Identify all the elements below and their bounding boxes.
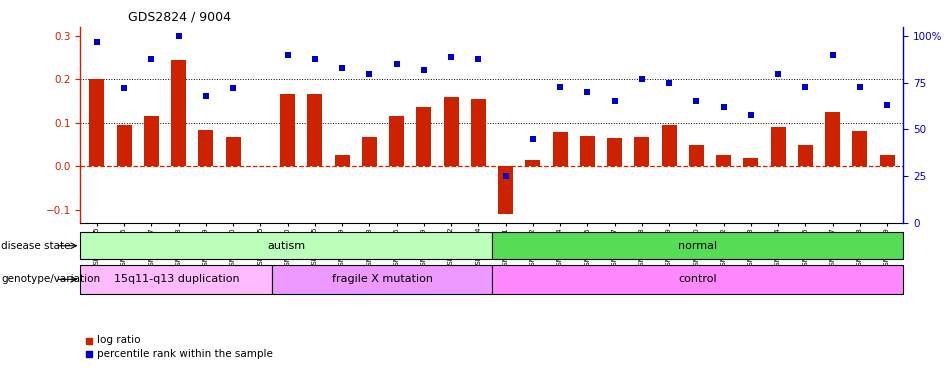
Bar bbox=[797, 145, 813, 166]
Point bbox=[171, 33, 186, 39]
Point bbox=[444, 54, 459, 60]
Text: autism: autism bbox=[267, 241, 306, 251]
Legend: log ratio, percentile rank within the sample: log ratio, percentile rank within the sa… bbox=[86, 336, 273, 359]
Point bbox=[852, 83, 867, 89]
Bar bbox=[492, 232, 903, 259]
Point bbox=[716, 104, 731, 110]
Text: control: control bbox=[678, 274, 717, 285]
Bar bbox=[144, 116, 159, 166]
Bar bbox=[89, 79, 104, 166]
Bar bbox=[552, 132, 568, 166]
Bar bbox=[389, 116, 404, 166]
Bar bbox=[525, 161, 540, 166]
Bar bbox=[661, 125, 676, 166]
Text: GDS2824 / 9004: GDS2824 / 9004 bbox=[128, 10, 231, 23]
Point bbox=[144, 56, 159, 62]
Point bbox=[225, 85, 240, 91]
Point bbox=[280, 52, 295, 58]
Bar bbox=[607, 138, 622, 166]
Point bbox=[880, 102, 895, 108]
Point bbox=[361, 70, 377, 76]
Bar bbox=[771, 127, 785, 166]
Bar bbox=[416, 108, 431, 166]
Bar bbox=[492, 265, 903, 294]
Text: fragile X mutation: fragile X mutation bbox=[332, 274, 432, 285]
Bar bbox=[825, 112, 840, 166]
Point bbox=[307, 56, 323, 62]
Bar bbox=[80, 265, 272, 294]
Point bbox=[634, 76, 649, 82]
Bar bbox=[580, 136, 595, 166]
Bar bbox=[361, 137, 377, 166]
Point bbox=[797, 83, 813, 89]
Point bbox=[744, 111, 759, 118]
Point bbox=[552, 83, 568, 89]
Point bbox=[661, 80, 676, 86]
Point bbox=[416, 67, 431, 73]
Point bbox=[471, 56, 486, 62]
Bar bbox=[80, 232, 492, 259]
Point bbox=[335, 65, 350, 71]
Point bbox=[770, 70, 785, 76]
Point bbox=[689, 98, 704, 104]
Bar bbox=[116, 125, 131, 166]
Bar bbox=[880, 155, 895, 166]
Bar bbox=[307, 94, 323, 166]
Text: 15q11-q13 duplication: 15q11-q13 duplication bbox=[114, 274, 239, 285]
Point bbox=[525, 136, 540, 142]
Text: genotype/variation: genotype/variation bbox=[1, 274, 100, 285]
Bar bbox=[444, 98, 459, 166]
Bar bbox=[335, 155, 349, 166]
Bar bbox=[471, 99, 486, 166]
Bar bbox=[272, 265, 492, 294]
Bar bbox=[716, 155, 731, 166]
Point bbox=[580, 89, 595, 95]
Bar bbox=[171, 60, 186, 166]
Bar bbox=[498, 166, 513, 214]
Bar bbox=[689, 145, 704, 166]
Point bbox=[825, 52, 840, 58]
Point bbox=[116, 85, 131, 91]
Bar bbox=[635, 137, 649, 166]
Point bbox=[199, 93, 214, 99]
Point bbox=[89, 39, 104, 45]
Bar bbox=[225, 137, 240, 166]
Point bbox=[389, 61, 404, 67]
Text: disease state: disease state bbox=[1, 241, 70, 251]
Point bbox=[498, 173, 513, 179]
Bar bbox=[199, 130, 213, 166]
Bar bbox=[852, 131, 867, 166]
Bar bbox=[280, 94, 295, 166]
Text: normal: normal bbox=[678, 241, 717, 251]
Bar bbox=[744, 158, 759, 166]
Point bbox=[607, 98, 622, 104]
